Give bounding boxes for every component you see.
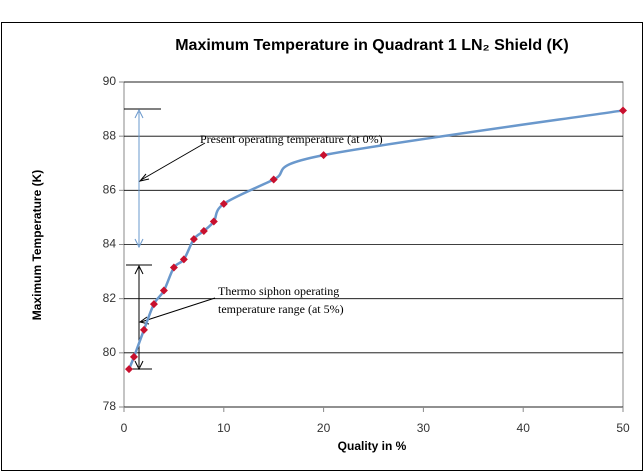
annotation: Thermo siphon operating bbox=[218, 284, 339, 298]
y-tick-label: 90 bbox=[103, 74, 117, 88]
data-point bbox=[129, 352, 138, 361]
callout-line bbox=[140, 297, 216, 323]
x-tick-label: 10 bbox=[217, 421, 231, 435]
data-point bbox=[179, 255, 188, 264]
arrow-head bbox=[138, 173, 150, 182]
data-point bbox=[219, 199, 228, 208]
x-tick-label: 0 bbox=[121, 421, 128, 435]
annotation: temperature range (at 5%) bbox=[218, 302, 344, 316]
x-tick-label: 20 bbox=[317, 421, 331, 435]
annotation: Present operating temperature (at 0%) bbox=[200, 132, 383, 146]
callout-line bbox=[140, 142, 206, 181]
x-tick-label: 30 bbox=[417, 421, 431, 435]
y-tick-label: 78 bbox=[103, 399, 117, 413]
data-point bbox=[169, 263, 178, 272]
data-point bbox=[269, 175, 278, 184]
y-tick-label: 88 bbox=[103, 128, 117, 142]
data-point bbox=[189, 235, 198, 244]
arrow-heads bbox=[134, 264, 144, 371]
x-axis-label: Quality in % bbox=[338, 439, 407, 453]
data-point bbox=[319, 151, 328, 160]
x-tick-label: 50 bbox=[616, 421, 630, 435]
data-point bbox=[149, 300, 158, 309]
y-axis-label: Maximum Temperature (K) bbox=[30, 170, 44, 320]
annotation-shapes bbox=[124, 108, 216, 371]
data-point bbox=[209, 217, 218, 226]
data-point bbox=[139, 325, 148, 334]
y-tick-label: 80 bbox=[103, 345, 117, 359]
data-point bbox=[199, 226, 208, 235]
data-point bbox=[124, 365, 133, 374]
data-point bbox=[159, 286, 168, 295]
y-tick-label: 84 bbox=[103, 237, 117, 251]
x-tick-label: 40 bbox=[517, 421, 531, 435]
chart-title: Maximum Temperature in Quadrant 1 LN₂ Sh… bbox=[175, 37, 569, 54]
y-tick-label: 86 bbox=[103, 183, 117, 197]
arrow-heads bbox=[134, 108, 144, 249]
data-point bbox=[619, 106, 627, 115]
y-tick-label: 82 bbox=[103, 291, 117, 305]
